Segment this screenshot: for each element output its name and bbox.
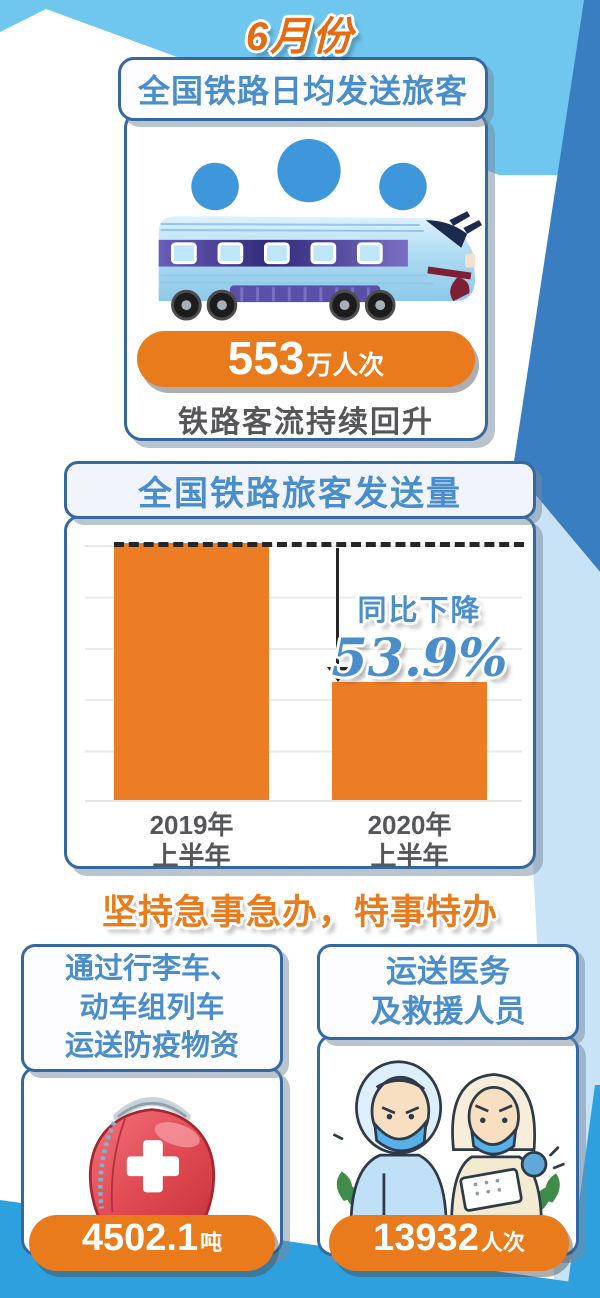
supplies-title-line3: 运送防疫物资 xyxy=(64,1030,239,1063)
decline-arrow-icon xyxy=(336,548,339,669)
decline-value: 53.9% xyxy=(331,628,508,689)
decline-label: 同比下降 xyxy=(357,595,482,627)
chart-card-body: 同比下降 53.9% 2019年 上半年 2020年 上半年 xyxy=(64,515,536,871)
dashed-reference-line xyxy=(114,542,524,547)
train-wheels xyxy=(171,289,396,321)
supplies-value: 4502.1 xyxy=(81,1217,199,1259)
bar-2019 xyxy=(114,543,269,800)
personnel-title-line2: 及救援人员 xyxy=(370,994,526,1029)
train-illustration xyxy=(158,139,483,321)
personnel-value: 13932 xyxy=(373,1217,479,1259)
white-cross xyxy=(126,1140,179,1193)
bar-chart-plot: 同比下降 53.9% xyxy=(85,542,524,802)
daily-card-body: 553 万人次 铁路客流持续回升 xyxy=(124,110,488,441)
chart-title: 全国铁路旅客发送量 xyxy=(138,474,462,513)
supplies-unit: 吨 xyxy=(200,1230,223,1255)
daily-value: 553 xyxy=(227,332,305,384)
supplies-card-header: 通过行李车、 动车组列车 运送防疫物资 xyxy=(21,944,283,1072)
x-label-2019: 2019年 上半年 xyxy=(149,810,234,871)
slogan-text: 坚持急事急办，特事特办 xyxy=(101,893,498,932)
month-headline: 6月份 xyxy=(245,15,355,59)
first-aid-bag-icon xyxy=(88,1096,216,1224)
daily-card-header: 全国铁路日均发送旅客 xyxy=(118,57,488,121)
supplies-title-line2: 动车组列车 xyxy=(79,991,225,1024)
daily-value-pill: 553 万人次 xyxy=(137,331,475,387)
daily-value-unit: 万人次 xyxy=(306,350,385,380)
dark-blue-band xyxy=(513,0,600,572)
decline-annotation: 同比下降 53.9% xyxy=(317,587,522,687)
supplies-title-line1: 通过行李车、 xyxy=(64,952,239,985)
motion-marks xyxy=(333,1133,565,1170)
daily-caption: 铁路客流持续回升 xyxy=(178,406,434,439)
personnel-unit: 人次 xyxy=(480,1230,525,1255)
bar-2020 xyxy=(332,682,487,800)
personnel-title-line1: 运送医务 xyxy=(386,953,510,989)
personnel-card-header: 运送医务 及救援人员 xyxy=(317,944,579,1040)
chart-card-header: 全国铁路旅客发送量 xyxy=(64,461,536,519)
supplies-value-pill: 4502.1 吨 xyxy=(29,1215,275,1271)
personnel-value-pill: 13932 人次 xyxy=(329,1215,569,1271)
x-label-2020: 2020年 上半年 xyxy=(367,810,452,871)
daily-card-title: 全国铁路日均发送旅客 xyxy=(137,73,468,109)
